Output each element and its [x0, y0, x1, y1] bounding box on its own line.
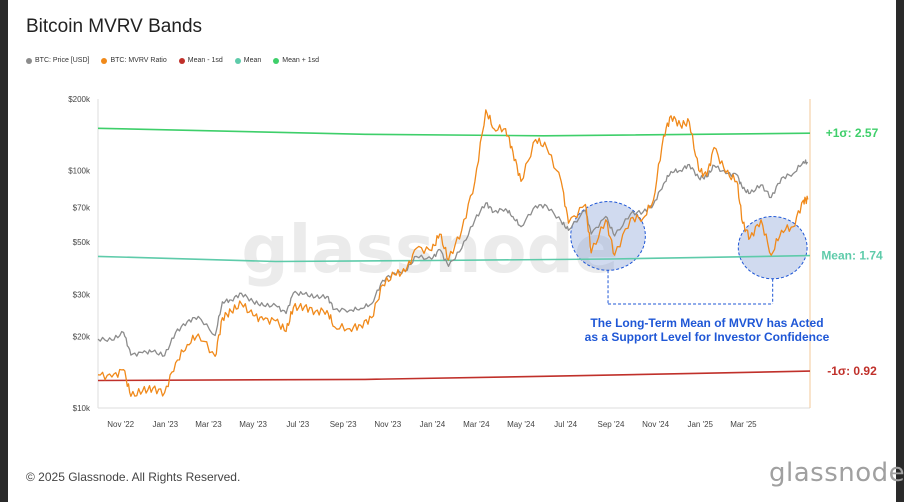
series-line-mean-1sd [97, 370, 811, 382]
chart-card [8, 0, 896, 502]
legend-dot-mean [234, 57, 241, 64]
x-tick-label: Mar '23 [195, 420, 222, 429]
x-tick-label: May '23 [239, 420, 267, 429]
band-label-3: -1σ: 0.92 [827, 364, 877, 378]
series-line-btc-mvrv-ratio [97, 109, 809, 397]
annotation-line-2: as a Support Level for Investor Confiden… [585, 330, 830, 344]
x-tick-label: Jul '23 [286, 420, 309, 429]
brand-logo: glassnode [769, 458, 904, 488]
y-tick-label: $200k [68, 95, 91, 104]
annotation-line-1: The Long-Term Mean of MVRV has Acted [590, 316, 823, 330]
band-labels: +1σ: 2.57 Mean: 1.74 -1σ: 0.92 [821, 126, 883, 378]
x-tick-label: Mar '25 [730, 420, 757, 429]
legend-label-mean: Mean [243, 57, 262, 64]
x-tick-label: Jan '25 [687, 420, 713, 429]
x-tick-label: Sep '24 [598, 420, 625, 429]
band-label-1: +1σ: 2.57 [826, 126, 879, 140]
legend-dot-mvrv [101, 57, 108, 64]
y-tick-label: $20k [73, 333, 91, 342]
y-tick-label: $10k [73, 404, 91, 413]
legend-item-mean[interactable]: Mean [234, 57, 262, 64]
y-tick-label: $70k [73, 203, 91, 212]
chart-title: Bitcoin MVRV Bands [26, 16, 203, 37]
y-tick-label: $30k [73, 291, 91, 300]
legend-dot-price [26, 57, 32, 64]
series-line-mean-1sd [97, 127, 811, 137]
x-tick-label: May '24 [507, 420, 535, 429]
y-tick-label: $50k [73, 238, 91, 247]
x-tick-label: Nov '23 [374, 420, 401, 429]
series-line-btc-price-usd [97, 159, 808, 357]
x-tick-label: Jul '24 [554, 420, 577, 429]
legend-item-mean-plus[interactable]: Mean + 1sd [273, 57, 319, 64]
y-ticks: $200k $100k $70k $50k $30k $20k $10k [68, 95, 91, 413]
legend-item-mean-minus[interactable]: Mean - 1sd [178, 57, 223, 64]
legend-label-mean-minus: Mean - 1sd [187, 57, 223, 64]
legend-label-mean-plus: Mean + 1sd [282, 57, 320, 64]
x-tick-label: Jan '23 [153, 420, 179, 429]
x-tick-label: Mar '24 [463, 420, 490, 429]
legend-label-mvrv: BTC: MVRV Ratio [110, 57, 167, 64]
legend-item-price[interactable]: BTC: Price [USD] [26, 57, 89, 64]
x-tick-label: Jan '24 [420, 420, 446, 429]
x-tick-label: Sep '23 [330, 420, 357, 429]
legend: BTC: Price [USD] BTC: MVRV Ratio Mean - … [26, 57, 319, 64]
legend-item-mvrv[interactable]: BTC: MVRV Ratio [101, 57, 167, 64]
highlight-ellipse-2 [737, 216, 808, 280]
x-ticks: Nov '22 Jan '23 Mar '23 May '23 Jul '23 Sep '… [107, 420, 757, 429]
x-tick-label: Nov '24 [642, 420, 669, 429]
legend-dot-mean-plus [273, 57, 280, 64]
band-label-2: Mean: 1.74 [821, 249, 883, 263]
legend-dot-mean-minus [178, 57, 185, 64]
series-layer [97, 109, 811, 397]
series-line-mean [97, 254, 811, 263]
legend-label-price: BTC: Price [USD] [35, 57, 90, 64]
copyright-text: © 2025 Glassnode. All Rights Reserved. [26, 470, 241, 484]
x-tick-label: Nov '22 [107, 420, 134, 429]
y-tick-label: $100k [68, 166, 91, 175]
